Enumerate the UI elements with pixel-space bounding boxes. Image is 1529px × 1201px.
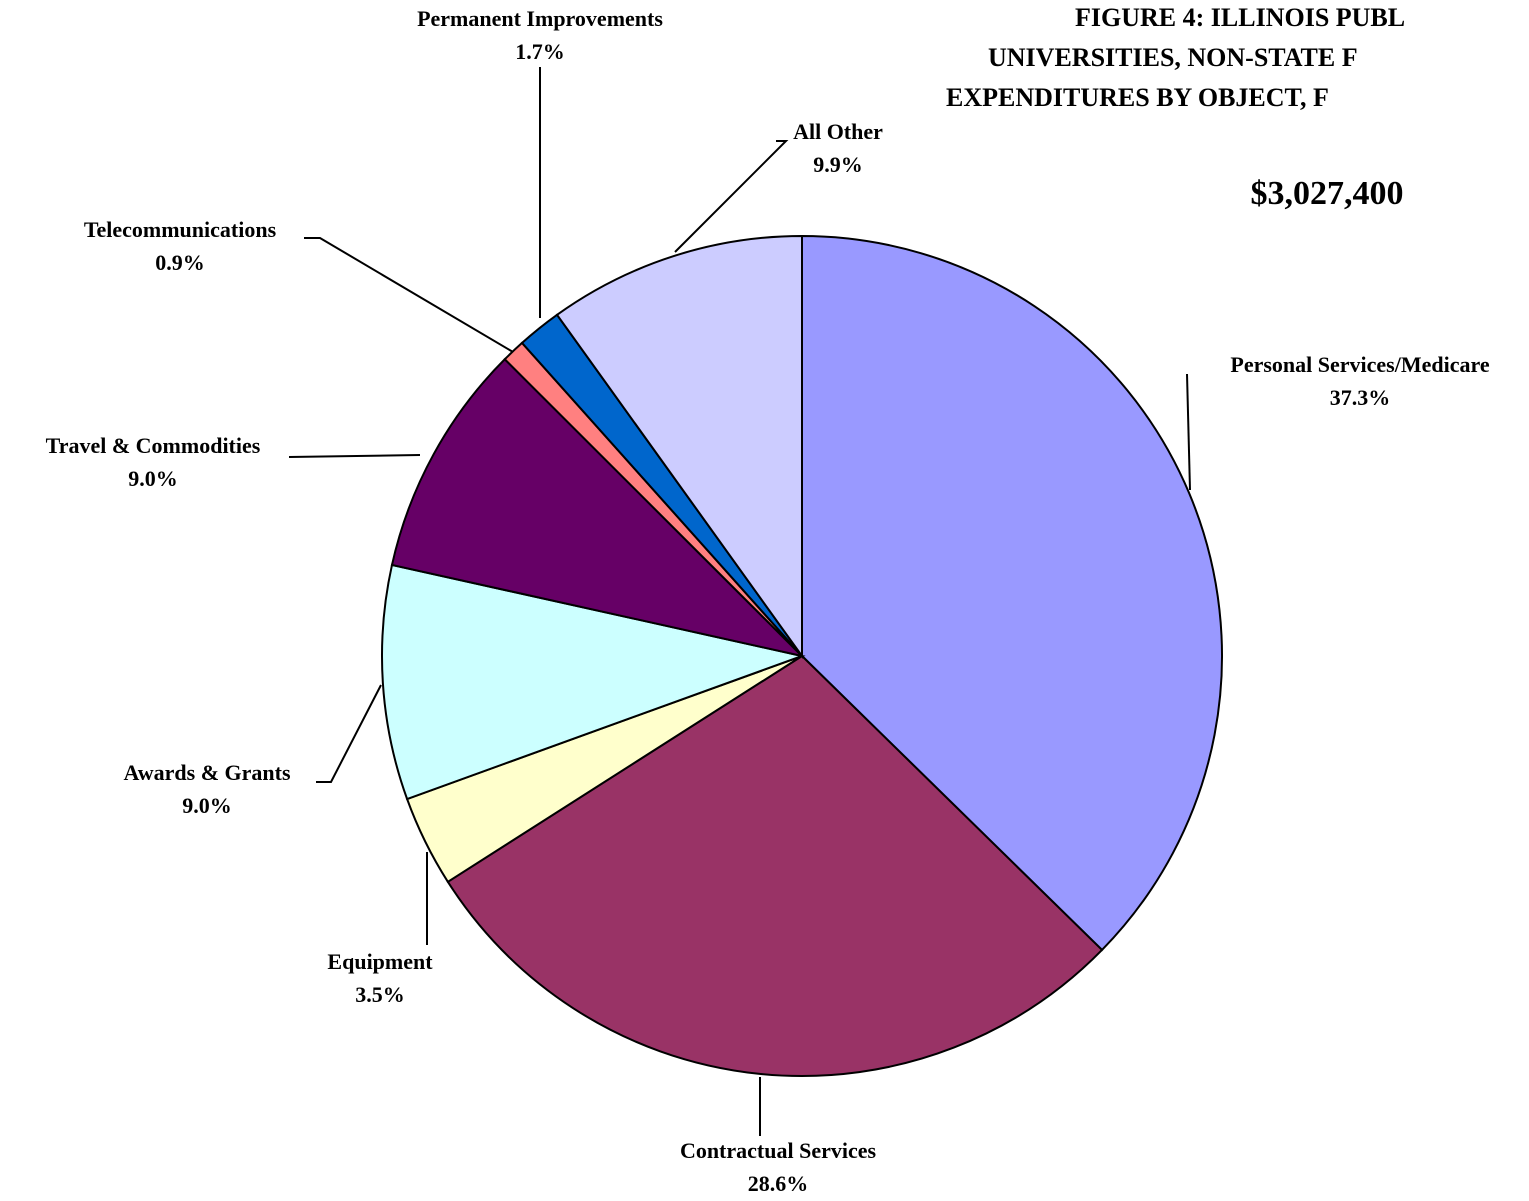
slice-value-label: 9.0% <box>182 793 232 818</box>
slice-label: Telecommunications <box>84 217 277 242</box>
leader-line <box>674 140 789 253</box>
pie-slice <box>390 357 806 658</box>
leader-line <box>304 237 514 353</box>
leader-line <box>1186 373 1191 491</box>
chart-title: FIGURE 4: ILLINOIS PUBL <box>1075 3 1405 32</box>
chart-title: UNIVERSITIES, NON-STATE F <box>988 43 1358 72</box>
slice-label: Contractual Services <box>680 1138 877 1163</box>
leader-line <box>288 454 421 458</box>
slice-label: Permanent Improvements <box>417 6 663 31</box>
chart-subtitle: $3,027,400 <box>1251 175 1404 212</box>
pie-slice <box>446 654 1104 1077</box>
slice-label: Awards & Grants <box>123 760 290 785</box>
pie-slice <box>381 563 806 801</box>
slice-value-label: 0.9% <box>155 250 205 275</box>
slice-label: Personal Services/Medicare <box>1230 352 1489 377</box>
slice-label: All Other <box>793 119 883 144</box>
chart-title: EXPENDITURES BY OBJECT, F <box>946 83 1329 112</box>
pie-slice <box>555 234 803 660</box>
slice-label: Travel & Commodities <box>46 433 261 458</box>
slice-value-label: 3.5% <box>355 982 405 1007</box>
pie-slice <box>801 234 1223 952</box>
slice-value-label: 9.9% <box>813 152 863 177</box>
slice-value-label: 28.6% <box>748 1171 809 1196</box>
slice-label: Equipment <box>327 949 433 974</box>
slice-value-label: 1.7% <box>515 39 565 64</box>
leader-line <box>316 684 382 783</box>
slice-value-label: 9.0% <box>128 466 178 491</box>
slice-value-label: 37.3% <box>1330 385 1391 410</box>
